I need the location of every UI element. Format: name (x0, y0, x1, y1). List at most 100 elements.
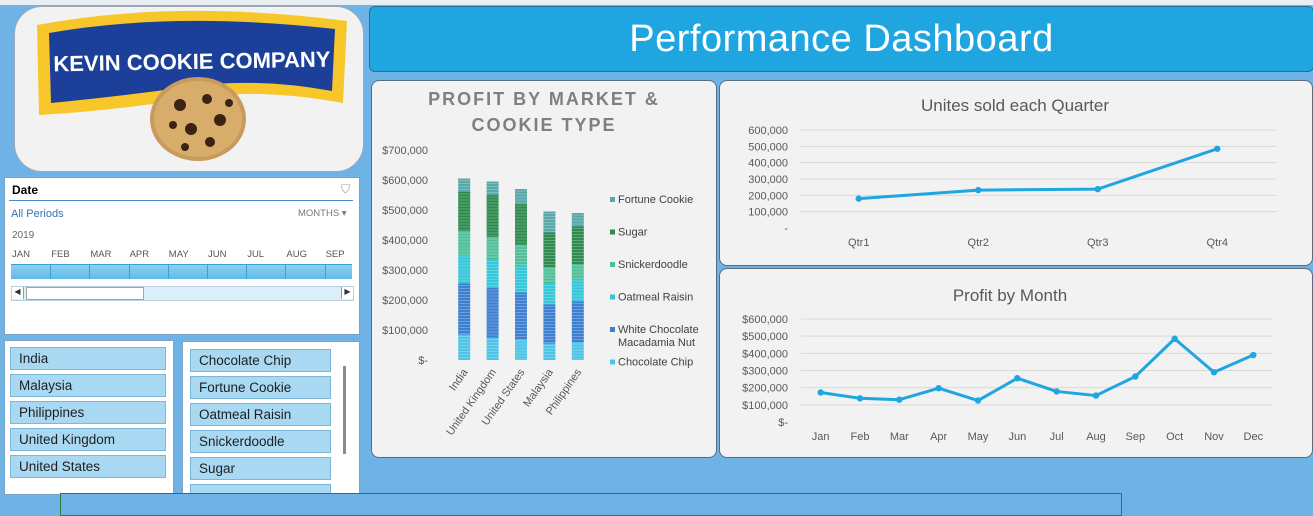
bar-segment (571, 342, 584, 360)
date-timeline[interactable]: Date ⛉ All Periods MONTHS ▾ 2019 JAN FEB M… (4, 177, 360, 335)
bar-segment (571, 213, 584, 227)
market-slicer: India Malaysia Philippines United Kingdom Un… (4, 340, 174, 495)
timeline-tick (324, 264, 326, 279)
timeline-month-may[interactable]: MAY (168, 249, 189, 260)
profit-by-market-chart: PROFIT BY MARKET & COOKIE TYPE $700,000 $60… (382, 89, 699, 438)
y-tick-label: $- (778, 417, 788, 429)
y-tick-label: $600,000 (382, 175, 428, 187)
market-item-philippines[interactable]: Philippines (10, 401, 166, 424)
bar-segment (571, 226, 584, 264)
data-point (1014, 375, 1021, 382)
divider (9, 200, 353, 201)
bar-segment (486, 181, 499, 195)
y-tick-label: $600,000 (742, 314, 788, 326)
bar-segment (458, 334, 471, 360)
y-tick-label: 300,000 (748, 174, 788, 186)
bar-segment (515, 265, 527, 293)
cookie-item-fortune-cookie[interactable]: Fortune Cookie (190, 376, 331, 399)
slicer-scrollbar[interactable] (343, 366, 346, 454)
clear-filter-icon[interactable]: ⛉ (341, 182, 351, 196)
logo-blue-banner (49, 20, 335, 103)
cookie-item-sugar[interactable]: Sugar (190, 457, 331, 480)
bar-segment (486, 259, 499, 288)
bar-segment (543, 232, 556, 267)
y-tick-label: $700,000 (382, 145, 428, 157)
bar-segment (515, 244, 527, 266)
bar-segment (571, 301, 584, 342)
series-line (858, 147, 1218, 201)
scroll-right-icon[interactable]: ▶ (341, 287, 353, 299)
legend-label: Macadamia Nut (618, 337, 695, 349)
legend-label: Sugar (618, 227, 648, 239)
market-item-united-kingdom[interactable]: United Kingdom (10, 428, 166, 451)
timeline-scrollbar[interactable]: ◀ ▶ (11, 286, 354, 301)
market-item-malaysia[interactable]: Malaysia (10, 374, 166, 397)
data-point (1214, 145, 1221, 152)
timeline-month-jul[interactable]: JUL (247, 249, 265, 260)
profit-by-month-chart: Profit by Month $600,000 $500,000 $400,000 $… (742, 286, 1273, 443)
bar-segment (543, 211, 556, 233)
legend-swatch (610, 294, 615, 300)
data-point (855, 195, 862, 202)
data-point (1210, 369, 1218, 376)
y-tick-label: $400,000 (382, 235, 428, 247)
timeline-month-jun[interactable]: JUN (208, 249, 227, 260)
data-point (1092, 392, 1100, 399)
legend-label: Fortune Cookie (618, 194, 693, 206)
time-level-value: MONTHS (298, 208, 340, 219)
x-tick-label: Jun (1008, 431, 1026, 443)
legend-swatch (610, 197, 615, 202)
timeline-tick (207, 264, 208, 279)
timeline-header: Date (12, 183, 39, 197)
x-tick-label: Oct (1166, 431, 1183, 443)
cookie-item-snickerdoodle[interactable]: Snickerdoodle (190, 430, 331, 453)
y-tick-label: $500,000 (382, 205, 428, 217)
scroll-left-icon[interactable]: ◀ (12, 287, 24, 299)
y-tick-label: $400,000 (742, 348, 788, 360)
y-tick-label: $100,000 (742, 400, 788, 412)
bar-segment (458, 231, 471, 255)
timeline-month-apr[interactable]: APR (129, 249, 150, 260)
units-quarter-chart-panel: Unites sold each Quarter 600,000 500,000 40… (719, 80, 1313, 266)
cookie-type-slicer: Chocolate Chip Fortune Cookie Oatmeal Rais… (182, 341, 360, 498)
timeline-month-sep[interactable]: SEP (325, 249, 345, 260)
data-point (975, 186, 982, 194)
legend-swatch (610, 359, 615, 365)
timeline-bar[interactable] (11, 264, 352, 279)
y-tick-label: $100,000 (382, 325, 428, 337)
y-tick-label: 200,000 (748, 190, 788, 202)
y-tick-label: 100,000 (748, 207, 788, 219)
all-periods-label[interactable]: All Periods (11, 208, 64, 220)
x-tick-label: Qtr3 (1087, 237, 1108, 249)
y-tick-label: 400,000 (748, 158, 788, 170)
cookie-item-oatmeal-raisin[interactable]: Oatmeal Raisin (190, 403, 331, 426)
y-tick-label: $300,000 (382, 265, 428, 277)
timeline-month-jan[interactable]: JAN (12, 249, 30, 260)
profit-month-chart-panel: Profit by Month $600,000 $500,000 $400,000 $… (719, 268, 1313, 458)
scroll-thumb[interactable] (26, 287, 144, 300)
timeline-month-aug[interactable]: AUG (286, 249, 307, 260)
cookie-item-chocolate-chip[interactable]: Chocolate Chip (190, 349, 331, 372)
x-tick-label: Qtr1 (848, 237, 869, 249)
timeline-tick (285, 264, 287, 279)
year-label: 2019 (12, 230, 35, 241)
timeline-month-feb[interactable]: FEB (51, 249, 70, 260)
legend-label: Snickerdoodle (618, 259, 688, 271)
x-tick-label: May (968, 431, 989, 443)
y-tick-label: 500,000 (748, 141, 788, 153)
market-item-india[interactable]: India (10, 347, 166, 370)
chart-title-line2: COOKIE TYPE (471, 115, 616, 135)
data-point (896, 396, 903, 403)
bar-segment (515, 292, 527, 339)
time-level-dropdown[interactable]: MONTHS ▾ (298, 208, 347, 219)
data-point (1171, 335, 1178, 342)
legend-label: Chocolate Chip (618, 357, 693, 369)
top-border (0, 0, 1313, 5)
bar-segment (458, 283, 471, 335)
timeline-tick (128, 264, 130, 279)
bottom-cell-border (60, 493, 1122, 516)
data-point (1132, 373, 1139, 380)
timeline-month-mar[interactable]: MAR (90, 249, 112, 260)
bar-segment (458, 192, 471, 231)
market-item-united-states[interactable]: United States (10, 455, 166, 478)
